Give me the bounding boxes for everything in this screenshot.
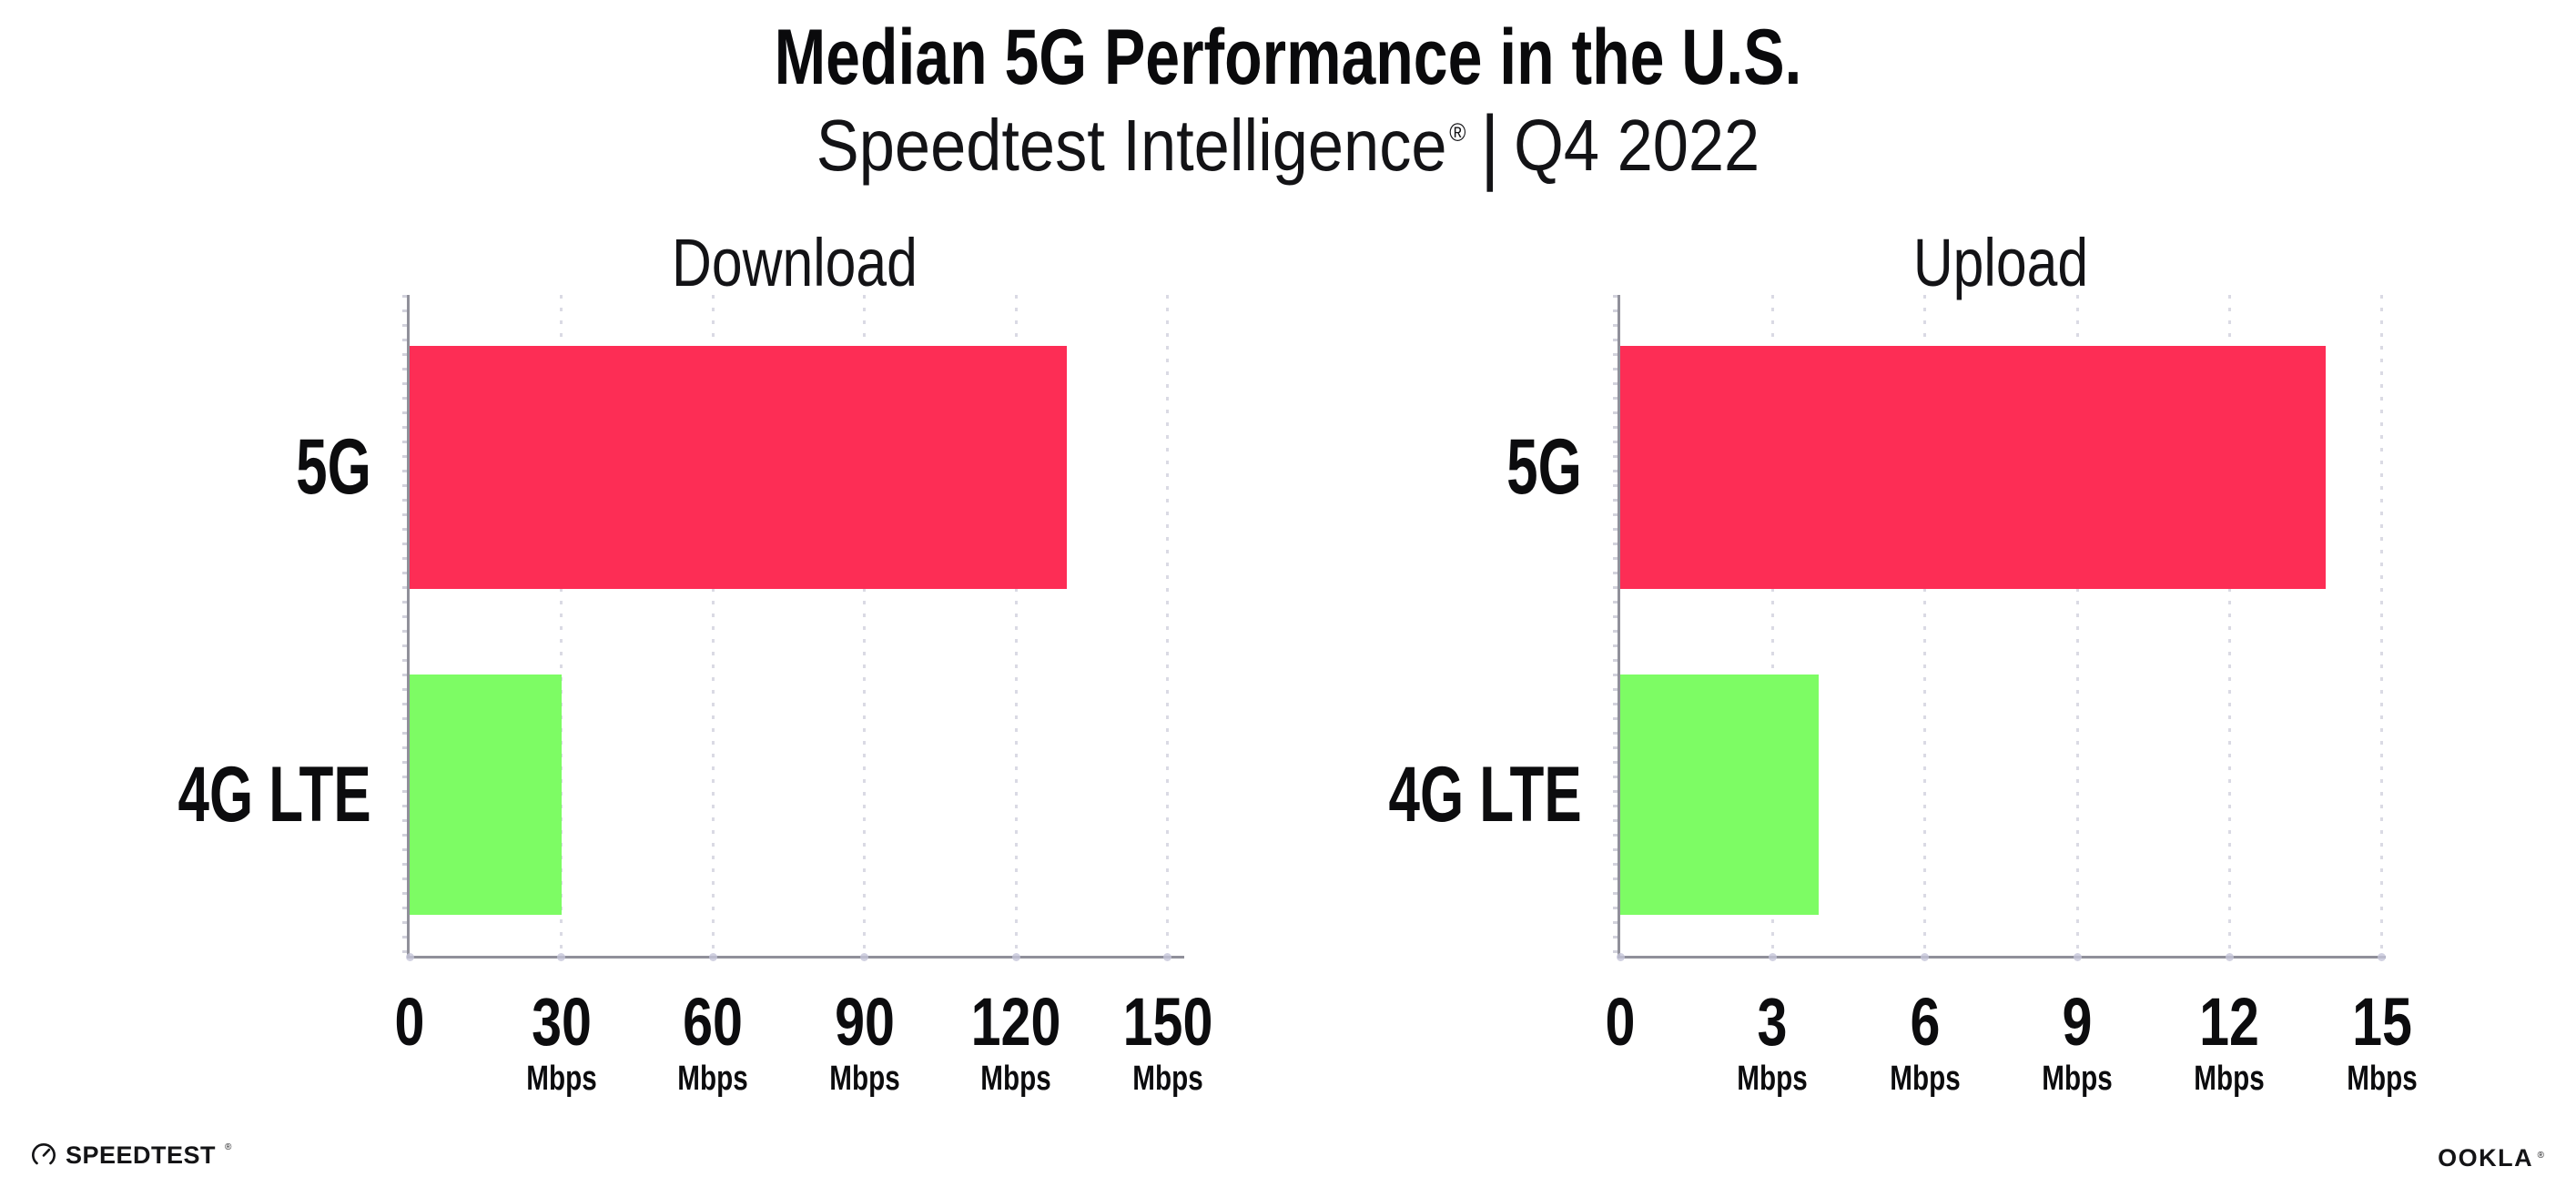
axis-tick-dot <box>2378 953 2387 961</box>
x-tick-label: 120 Mbps <box>925 984 1107 1098</box>
gridline <box>2227 295 2231 956</box>
axis-tick-dot <box>1921 953 1930 961</box>
ookla-wordmark: OOKLA <box>2438 1144 2534 1172</box>
x-tick-unit: Mbps <box>1737 1060 1809 1098</box>
gridline <box>1770 295 1774 956</box>
ookla-registered-icon: ® <box>2537 1151 2544 1161</box>
category-label-5g: 5G <box>296 423 371 511</box>
upload-chart-title: Upload <box>1912 225 2088 300</box>
x-tick-value: 90 <box>834 984 895 1060</box>
category-label-4g-lte: 4G LTE <box>1388 750 1582 838</box>
speedometer-gauge-icon <box>32 1143 56 1165</box>
x-tick-value: 15 <box>2351 984 2412 1060</box>
gridline <box>711 295 715 956</box>
x-tick-label: 30 Mbps <box>471 984 653 1098</box>
x-tick-label: 9 Mbps <box>1986 984 2168 1098</box>
axis-tick-dot <box>860 953 868 961</box>
axis-tick-dot <box>1616 953 1625 961</box>
axis-tick-dot <box>1163 953 1171 961</box>
axis-tick-dot <box>1768 953 1777 961</box>
x-tick-value: 9 <box>2062 984 2093 1060</box>
bar-5g <box>410 346 1067 589</box>
x-tick-label: 0 <box>1529 989 1711 1056</box>
x-tick-label: 6 Mbps <box>1834 984 2016 1098</box>
gridline <box>1923 295 1927 956</box>
category-label-5g: 5G <box>1506 423 1582 511</box>
x-tick-label: 90 Mbps <box>774 984 956 1098</box>
download-chart-title: Download <box>671 225 918 300</box>
x-tick-value: 6 <box>1910 984 1941 1060</box>
bar-4g-lte <box>1620 675 1819 915</box>
bar-4g-lte <box>410 675 562 915</box>
x-tick-unit: Mbps <box>525 1060 597 1098</box>
download-chart-plot: 0 30 Mbps 60 Mbps 90 Mbps 120 Mbps 150 Mbps 5G 4G LT… <box>178 295 1212 1096</box>
page-subtitle: Speedtest Intelligence® | Q4 2022 <box>155 95 2421 192</box>
x-tick-label: 12 Mbps <box>2138 984 2320 1098</box>
subtitle-separator: | <box>1480 99 1500 192</box>
upload-chart-plot: 0 3 Mbps 6 Mbps 9 Mbps 12 Mbps 15 Mbps 5G 4G LTE <box>1389 295 2417 1096</box>
gridline <box>2380 295 2384 956</box>
x-tick-unit: Mbps <box>677 1060 748 1098</box>
speedtest-logo: SPEEDTEST ® <box>31 1141 231 1169</box>
x-tick-value: 3 <box>1757 984 1788 1060</box>
subtitle-brand: Speedtest Intelligence <box>816 105 1447 186</box>
x-tick-value: 30 <box>531 984 592 1060</box>
x-tick-unit: Mbps <box>1889 1060 1961 1098</box>
gridline <box>560 295 563 956</box>
x-tick-value: 150 <box>1122 984 1212 1060</box>
x-tick-unit: Mbps <box>828 1060 900 1098</box>
axis-tick-dot <box>1011 953 1020 961</box>
axis-tick-dot <box>708 953 717 961</box>
x-tick-unit: Mbps <box>2042 1060 2113 1098</box>
gridline <box>863 295 866 956</box>
category-label-4g-lte: 4G LTE <box>177 750 371 838</box>
x-tick-label: 3 Mbps <box>1681 984 1863 1098</box>
x-tick-label: 0 <box>319 989 501 1056</box>
page-title: Median 5G Performance in the U.S. <box>774 14 1802 101</box>
x-tick-unit: Mbps <box>1131 1060 1203 1098</box>
gridline <box>2075 295 2079 956</box>
y-axis-minor-ticks <box>402 295 407 956</box>
bar-5g <box>1620 346 2327 589</box>
x-tick-value: 12 <box>2199 984 2260 1060</box>
y-axis-minor-ticks <box>1613 295 1618 956</box>
x-tick-value: 60 <box>683 984 743 1060</box>
gridline <box>1166 295 1169 956</box>
axis-tick-dot <box>557 953 565 961</box>
x-tick-label: 60 Mbps <box>622 984 804 1098</box>
x-tick-unit: Mbps <box>2194 1060 2266 1098</box>
speedtest-wordmark: SPEEDTEST <box>66 1141 217 1169</box>
x-tick-unit: Mbps <box>2346 1060 2418 1098</box>
x-tick-value: 0 <box>394 984 425 1060</box>
x-tick-value: 0 <box>1605 984 1636 1060</box>
axis-tick-dot <box>2073 953 2082 961</box>
gridline <box>1014 295 1018 956</box>
ookla-logo: OOKLA ® <box>2438 1144 2544 1172</box>
x-tick-value: 120 <box>970 984 1061 1060</box>
speedtest-registered-icon: ® <box>225 1141 232 1152</box>
x-tick-label: 150 Mbps <box>1077 984 1259 1098</box>
subtitle-period: Q4 2022 <box>1514 105 1760 186</box>
x-tick-label: 15 Mbps <box>2291 984 2473 1098</box>
axis-tick-dot <box>405 953 414 961</box>
x-tick-unit: Mbps <box>980 1060 1051 1098</box>
registered-trademark-icon: ® <box>1449 118 1466 147</box>
axis-tick-dot <box>2225 953 2234 961</box>
